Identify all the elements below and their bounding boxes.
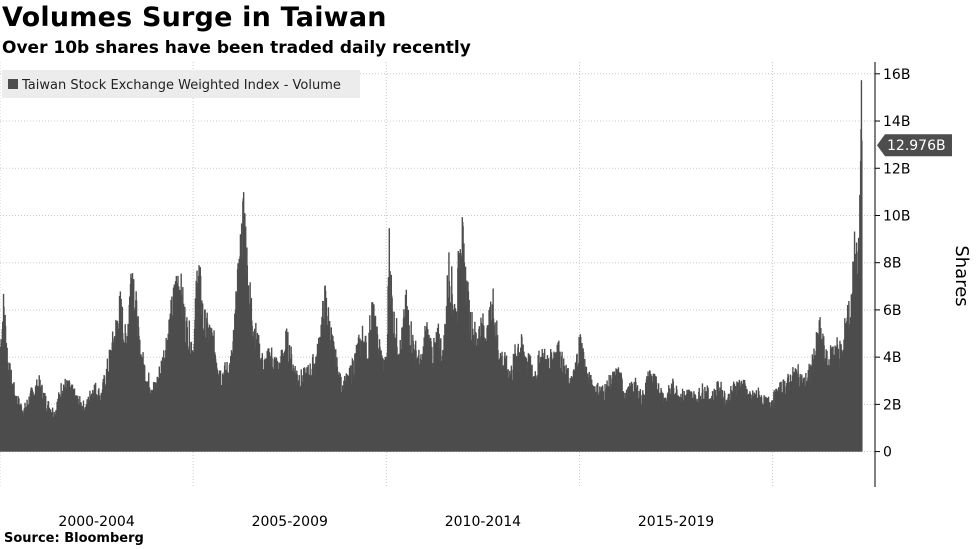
y-tick-label: 8B	[883, 256, 902, 272]
x-category-label: 2015-2019	[638, 514, 714, 530]
y-axis: 0 2B 4B 6B 8B 10B 12B 14B 16B 2000-2004 2005-2009 2…	[58, 62, 910, 530]
x-category-label: 2010-2014	[445, 514, 521, 530]
source-note: Source: Bloomberg	[4, 531, 144, 546]
y-axis-label: Shares	[951, 245, 972, 306]
x-category-label: 2000-2004	[58, 514, 134, 530]
y-tick-label: 4B	[883, 350, 902, 366]
legend-swatch	[8, 79, 18, 89]
last-value-box	[877, 134, 952, 157]
x-category-label: 2005-2009	[252, 514, 328, 530]
y-tick-label: 6B	[883, 303, 902, 319]
volume-bar	[861, 140, 863, 452]
legend-entry: Taiwan Stock Exchange Weighted Index - V…	[21, 78, 341, 93]
y-tick-label: 16B	[883, 67, 910, 83]
y-tick-label: 10B	[883, 208, 910, 224]
legend: Taiwan Stock Exchange Weighted Index - V…	[2, 70, 360, 98]
y-tick-label: 2B	[883, 397, 902, 413]
last-value-callout: 12.976B	[877, 134, 952, 157]
volume-bars	[0, 80, 863, 452]
y-tick-label: 12B	[883, 161, 910, 177]
chart-title: Volumes Surge in Taiwan	[2, 2, 387, 33]
legend-background	[2, 70, 360, 98]
y-tick-label: 14B	[883, 114, 910, 130]
y-tick-label: 0	[883, 445, 892, 461]
chart-subtitle: Over 10b shares have been traded daily r…	[2, 38, 471, 58]
last-value-label: 12.976B	[887, 138, 946, 154]
